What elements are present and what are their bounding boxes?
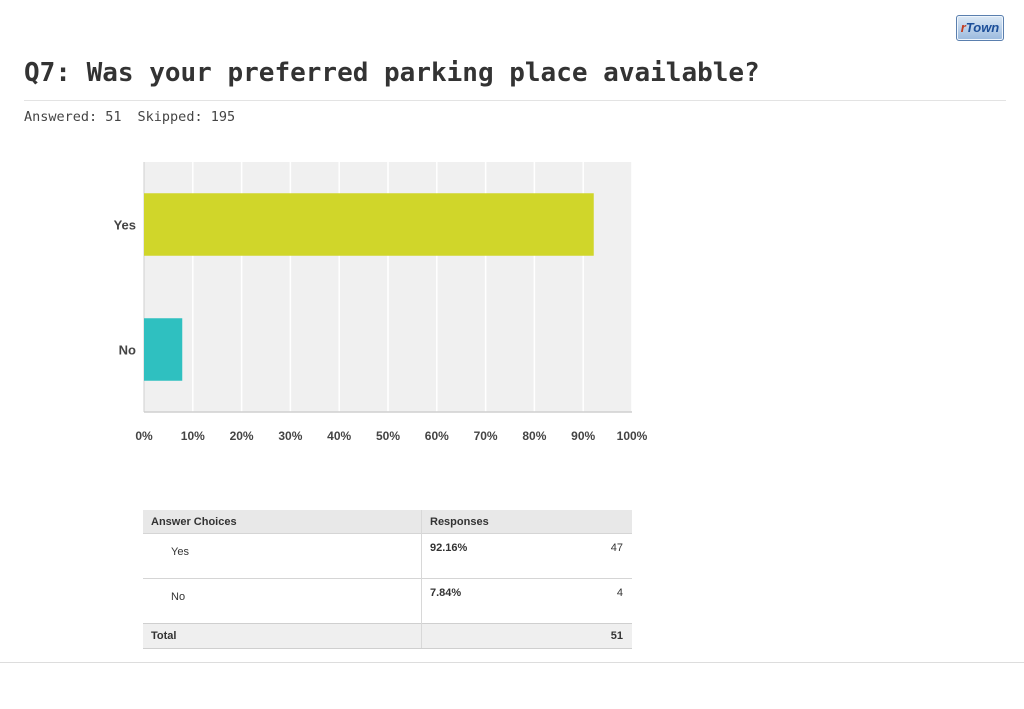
logo-town: Town bbox=[965, 20, 1000, 35]
question-title: Q7: Was your preferred parking place ava… bbox=[24, 58, 760, 88]
row-count: 47 bbox=[610, 542, 623, 554]
x-tick-label: 100% bbox=[617, 429, 648, 443]
x-tick-label: 30% bbox=[278, 429, 302, 443]
x-tick-label: 0% bbox=[135, 429, 153, 443]
logo-r: r bbox=[960, 20, 966, 35]
x-tick-label: 50% bbox=[376, 429, 400, 443]
x-tick-label: 40% bbox=[327, 429, 351, 443]
bar-yes bbox=[144, 193, 594, 256]
title-divider bbox=[24, 100, 1006, 101]
skipped-count: Skipped: 195 bbox=[137, 109, 236, 125]
answered-count: Answered: 51 bbox=[24, 109, 122, 125]
footer-divider bbox=[0, 662, 1024, 663]
table-total-row: Total 51 bbox=[143, 623, 632, 649]
y-category-label: Yes bbox=[114, 218, 136, 233]
total-label: Total bbox=[143, 623, 422, 649]
header-answer-choices: Answer Choices bbox=[143, 510, 422, 534]
y-category-label: No bbox=[119, 343, 136, 358]
table-row: Yes 92.16% 47 bbox=[143, 533, 632, 579]
bar-chart: 0% 10% 20% 30% 40% 50% 60% 70% 80% 90% 100% Yes No bbox=[114, 162, 648, 443]
table-header-row: Answer Choices Responses bbox=[143, 510, 632, 534]
x-tick-label: 90% bbox=[571, 429, 595, 443]
response-stats: Answered: 51 Skipped: 195 bbox=[24, 109, 251, 125]
row-choice: Yes bbox=[143, 533, 422, 579]
row-count: 4 bbox=[616, 587, 623, 599]
x-tick-label: 60% bbox=[425, 429, 449, 443]
responses-table: Answer Choices Responses Yes 92.16% 47 N… bbox=[143, 510, 632, 649]
row-percent: 92.16% bbox=[430, 542, 468, 554]
bar-no bbox=[144, 318, 183, 381]
rtown-logo[interactable]: rTown bbox=[956, 15, 1004, 41]
x-tick-label: 10% bbox=[181, 429, 205, 443]
x-tick-label: 80% bbox=[522, 429, 546, 443]
x-tick-label: 70% bbox=[474, 429, 498, 443]
header-responses: Responses bbox=[421, 510, 632, 534]
x-tick-label: 20% bbox=[230, 429, 254, 443]
row-choice: No bbox=[143, 578, 422, 624]
row-response: 7.84% 4 bbox=[421, 578, 632, 624]
total-value: 51 bbox=[421, 623, 632, 649]
table-row: No 7.84% 4 bbox=[143, 578, 632, 624]
row-response: 92.16% 47 bbox=[421, 533, 632, 579]
row-percent: 7.84% bbox=[430, 587, 462, 599]
